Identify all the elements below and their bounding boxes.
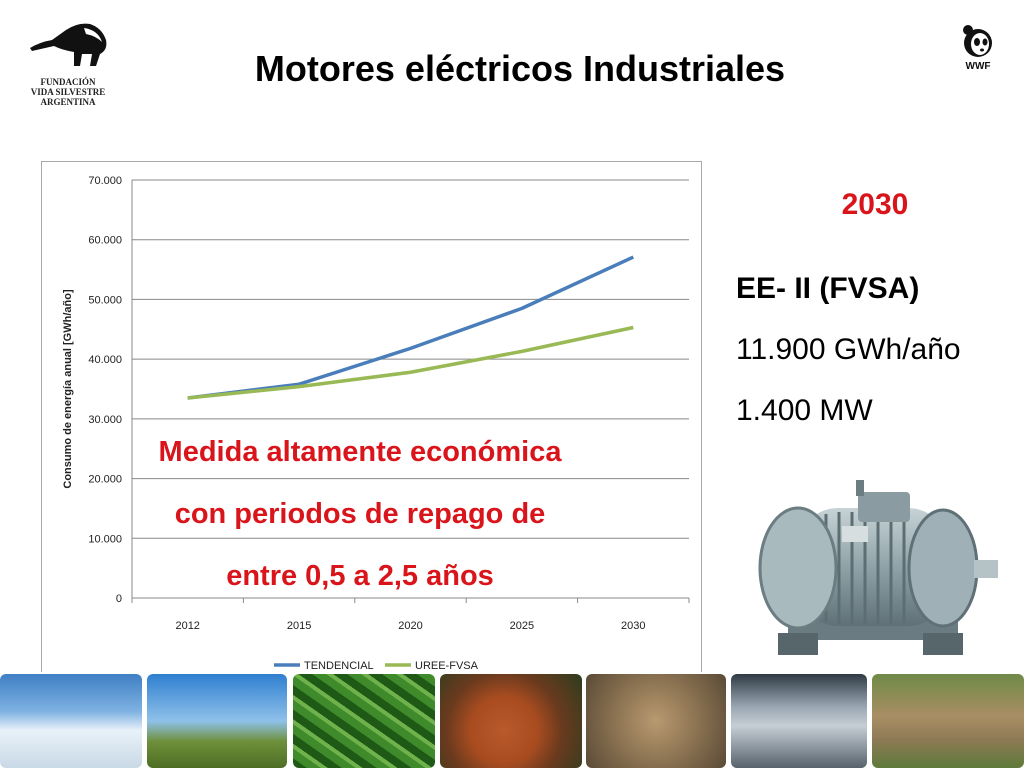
y-tick-label: 10.000 (88, 533, 122, 545)
y-tick-label: 50.000 (88, 294, 122, 306)
legend-label: UREE-FVSA (415, 660, 479, 672)
x-tick-label: 2030 (621, 620, 645, 632)
year-highlight: 2030 (841, 188, 909, 221)
series-line-uree-fvsa (187, 325, 634, 400)
y-tick-label: 30.000 (88, 414, 122, 426)
power-value: 1.400 MW (736, 394, 873, 427)
series-line-tendencial (187, 255, 635, 400)
wwf-logo: WWF (958, 24, 998, 72)
overlay-line-3: entre 0,5 a 2,5 años (226, 560, 494, 592)
chart-container: 0 10.000 20.000 30.000 40.000 50.000 60.000 70.… (41, 161, 702, 686)
overlay-line-2: con periodos de repago de (174, 498, 546, 530)
wind-farm-photo (147, 674, 287, 768)
x-tick-label: 2020 (398, 620, 422, 632)
y-tick-label: 0 (116, 593, 122, 605)
glacier-photo (0, 674, 142, 768)
tree-trunk-photo (440, 674, 582, 768)
fish-photo (731, 674, 867, 768)
y-tick-label: 60.000 (88, 235, 122, 247)
x-tick-label: 2015 (287, 620, 311, 632)
legend-label: TENDENCIAL (304, 660, 374, 672)
anteater-icon (30, 23, 107, 67)
x-tick-label: 2025 (510, 620, 534, 632)
y-tick-label: 40.000 (88, 354, 122, 366)
fvsa-logo: FUNDACIÓN VIDA SILVESTRE ARGENTINA (22, 18, 114, 107)
fern-photo (293, 674, 435, 768)
line-chart: 0 10.000 20.000 30.000 40.000 50.000 60.000 70.… (62, 175, 690, 672)
y-axis-label: Consumo de energía anual [GWh/año] (62, 289, 74, 489)
y-tick-label: 70.000 (88, 175, 122, 187)
panda-icon (963, 25, 992, 57)
x-tick-label: 2012 (175, 620, 199, 632)
fvsa-org-name: FUNDACIÓN VIDA SILVESTRE ARGENTINA (30, 77, 106, 107)
energy-value: 11.900 GWh/año (736, 333, 961, 366)
seal-photo (586, 674, 726, 768)
overlay-line-1: Medida altamente económica (158, 436, 562, 468)
slide-title: Motores eléctricos Industriales (254, 48, 786, 89)
photo-strip (0, 672, 1024, 768)
scenario-label: EE- II (FVSA) (736, 272, 920, 305)
dry-land-photo (872, 674, 1024, 768)
y-tick-label: 20.000 (88, 474, 122, 486)
wwf-text: WWF (965, 61, 991, 72)
electric-motor-image (758, 480, 998, 655)
